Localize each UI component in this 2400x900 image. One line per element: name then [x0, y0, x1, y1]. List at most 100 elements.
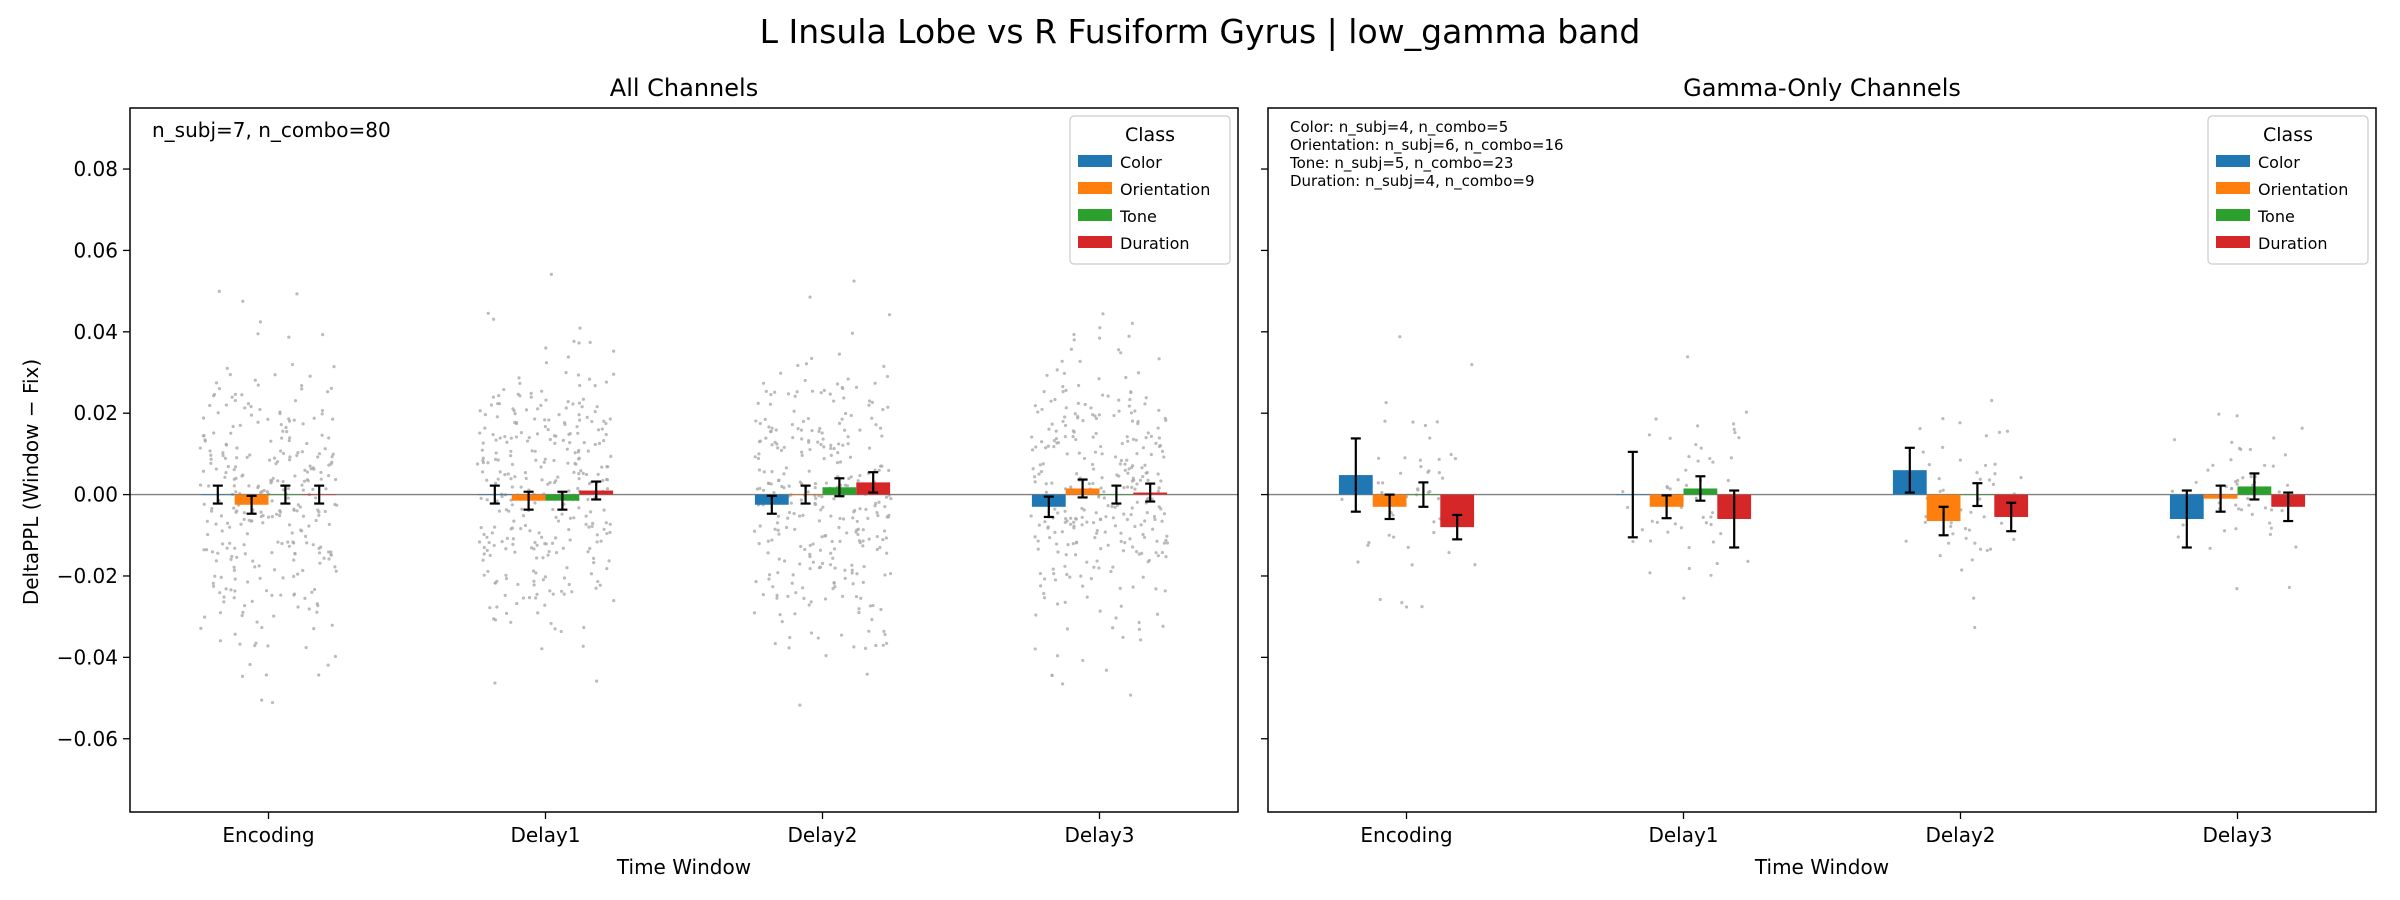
- scatter-point: [308, 464, 312, 468]
- scatter-point: [1709, 515, 1713, 519]
- scatter-point: [1085, 520, 1089, 524]
- scatter-point: [1083, 402, 1087, 407]
- scatter-point: [1103, 530, 1107, 534]
- scatter-point: [813, 502, 818, 507]
- scatter-point: [1993, 472, 1997, 476]
- scatter-point: [1097, 413, 1101, 417]
- scatter-point: [301, 514, 306, 518]
- scatter-point: [1109, 569, 1113, 574]
- series-duration: [302, 471, 1168, 505]
- scatter-point: [571, 402, 575, 406]
- scatter-point: [813, 486, 817, 490]
- scatter-point: [1095, 531, 1099, 535]
- scatter-point: [786, 594, 790, 598]
- scatter-point: [842, 428, 847, 432]
- scatter-point: [1949, 524, 1953, 528]
- scatter-point: [595, 540, 599, 544]
- scatter-point: [539, 403, 543, 407]
- scatter-point: [1709, 573, 1713, 577]
- scatter-point: [799, 544, 803, 549]
- scatter-point: [1378, 597, 1382, 602]
- scatter-point: [548, 481, 552, 485]
- scatter-point: [1053, 397, 1057, 402]
- scatter-point: [1164, 555, 1168, 559]
- scatter-point: [1711, 511, 1715, 515]
- scatter-point: [808, 552, 812, 556]
- scatter-point: [303, 534, 308, 538]
- scatter-point: [1034, 445, 1038, 449]
- scatter-point: [576, 486, 580, 491]
- error-bar: [212, 484, 223, 505]
- scatter-point: [807, 440, 811, 444]
- scatter-point: [1106, 504, 1110, 508]
- scatter-point: [496, 477, 500, 481]
- scatter-point: [865, 672, 869, 676]
- scatter-point: [2294, 545, 2298, 549]
- legend-swatch: [1078, 182, 1112, 194]
- scatter-point: [792, 409, 796, 413]
- scatter-point: [775, 521, 780, 525]
- scatter-point: [333, 477, 338, 482]
- scatter-point: [481, 458, 485, 463]
- scatter-point: [758, 439, 762, 443]
- error-bar: [314, 484, 325, 505]
- scatter-point: [1715, 561, 1719, 566]
- scatter-point: [312, 626, 316, 631]
- scatter-point: [1731, 422, 1736, 426]
- scatter-point: [540, 478, 544, 482]
- scatter-point: [1155, 612, 1160, 616]
- scatter-point: [321, 333, 325, 337]
- scatter-point: [486, 461, 490, 465]
- error-bar: [1627, 450, 1638, 539]
- scatter-point: [1077, 451, 1081, 455]
- legend-label: Orientation: [2258, 180, 2348, 199]
- scatter-point: [1709, 522, 1713, 527]
- scatter-point: [532, 579, 536, 583]
- scatter-point: [800, 586, 805, 590]
- scatter-point: [2237, 507, 2241, 511]
- y-tick-label: −0.02: [57, 564, 118, 588]
- scatter-point: [495, 415, 499, 419]
- series-tone: [1406, 472, 2272, 508]
- legend: Class Color Orientation Tone Duration: [2207, 115, 2369, 265]
- scatter-point: [1030, 448, 1035, 452]
- scatter-point: [1729, 456, 1733, 460]
- scatter-point: [2230, 440, 2234, 444]
- scatter-point: [798, 562, 802, 566]
- scatter-point: [298, 505, 303, 509]
- x-tick-label: Delay3: [2202, 823, 2272, 847]
- scatter-point: [1128, 397, 1132, 402]
- scatter-point: [1143, 402, 1147, 406]
- scatter-point: [822, 388, 826, 392]
- scatter-point: [1078, 359, 1082, 363]
- scatter-point: [1701, 515, 1705, 519]
- scatter-point: [873, 381, 877, 385]
- scatter-point: [270, 479, 274, 483]
- scatter-point: [885, 551, 889, 555]
- scatter-point: [231, 424, 235, 429]
- scatter-point: [293, 474, 297, 478]
- scatter-point: [505, 440, 509, 444]
- scatter-point: [1117, 398, 1121, 402]
- scatter-point: [535, 592, 539, 596]
- error-bar: [800, 484, 811, 505]
- scatter-point: [258, 320, 263, 324]
- scatter-point: [503, 434, 507, 439]
- scatter-point: [1440, 476, 1445, 480]
- scatter-point: [203, 439, 207, 443]
- scatter-point: [799, 428, 804, 432]
- scatter-point: [479, 496, 483, 500]
- scatter-point: [494, 451, 498, 455]
- scatter-point: [843, 411, 848, 416]
- scatter-point: [255, 620, 259, 624]
- scatter-point: [1132, 478, 1136, 482]
- scatter-point: [776, 571, 780, 575]
- scatter-point: [205, 519, 209, 523]
- scatter-point: [318, 561, 322, 565]
- scatter-point: [802, 596, 806, 600]
- scatter-point: [883, 504, 887, 509]
- scatter-point: [224, 470, 228, 475]
- scatter-point: [233, 546, 237, 550]
- scatter-point: [311, 487, 315, 491]
